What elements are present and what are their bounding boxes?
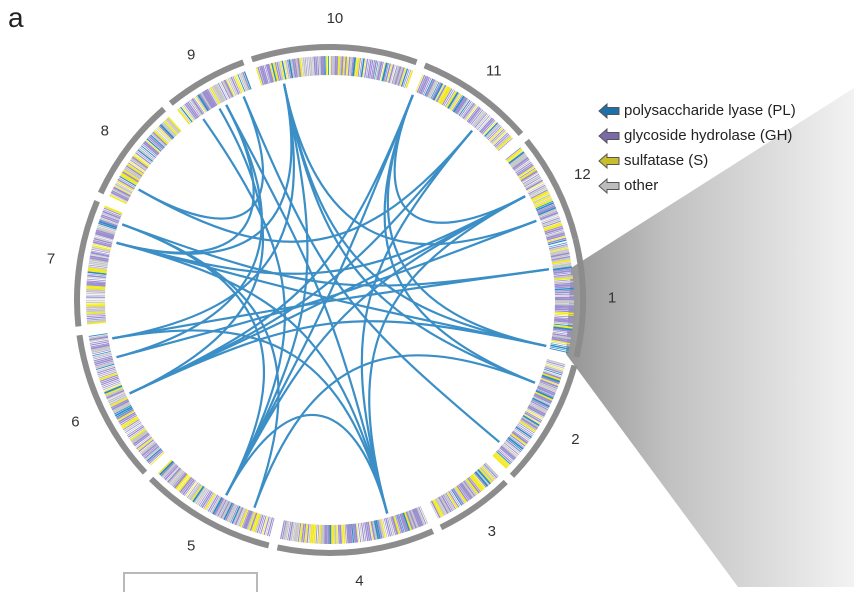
gene-mark — [86, 310, 105, 311]
sector-label: 9 — [187, 47, 195, 64]
gene-mark — [321, 56, 322, 75]
legend-item-sulfatase: sulfatase (S) — [598, 148, 796, 173]
gene-mark — [314, 57, 315, 76]
gene-mark — [344, 525, 345, 544]
link-chord — [117, 243, 388, 514]
gene-mark — [87, 276, 106, 278]
link-chord — [112, 330, 387, 513]
gene-mark — [87, 317, 106, 318]
gene-mark — [555, 313, 574, 314]
arrow-left-icon — [598, 128, 620, 144]
link-chord — [122, 224, 278, 507]
gene-mark — [86, 314, 105, 315]
gene-mark — [320, 525, 321, 544]
legend-label: sulfatase (S) — [624, 152, 708, 169]
sector-label: 4 — [355, 572, 363, 587]
sector-label: 10 — [327, 10, 344, 27]
gene-mark — [342, 525, 343, 544]
sector-label: 7 — [47, 250, 55, 267]
legend-label: other — [624, 177, 658, 194]
sector-label: 6 — [71, 413, 79, 430]
sector-label: 5 — [187, 537, 195, 554]
gene-mark — [318, 56, 319, 75]
link-chord — [139, 131, 472, 242]
gene-mark — [316, 56, 317, 75]
gene-mark — [555, 308, 574, 309]
gene-mark — [86, 290, 105, 291]
gene-mark — [307, 57, 309, 76]
legend: polysaccharide lyase (PL) glycoside hydr… — [598, 98, 796, 198]
legend-item-other: other — [598, 173, 796, 198]
arrow-left-icon — [598, 153, 620, 169]
gene-mark — [340, 56, 341, 75]
gene-mark — [338, 56, 339, 75]
link-chord — [254, 355, 534, 507]
link-chord — [226, 415, 387, 514]
sector-label: 8 — [101, 122, 109, 139]
gene-mark — [555, 309, 574, 310]
gene-mark — [339, 525, 340, 544]
gene-mark — [323, 525, 324, 544]
gene-mark — [345, 524, 346, 543]
gene-mark — [342, 56, 343, 75]
gene-mark — [343, 56, 344, 75]
sector-label: 12 — [574, 166, 591, 183]
arrow-left-icon — [598, 178, 620, 194]
gene-mark — [345, 57, 346, 76]
legend-label: polysaccharide lyase (PL) — [624, 102, 796, 119]
gene-mark — [86, 312, 105, 313]
gene-mark — [555, 290, 574, 291]
gene-mark — [318, 525, 319, 544]
gene-mark — [555, 292, 574, 293]
link-chord — [112, 84, 294, 339]
sector-label: 11 — [486, 62, 502, 79]
gene-mark — [323, 56, 324, 75]
legend-label: glycoside hydrolase (GH) — [624, 127, 792, 144]
gene-mark — [86, 309, 105, 310]
gene-mark — [86, 292, 105, 293]
gene-mark — [319, 56, 320, 75]
gene-mark — [86, 286, 105, 287]
gene-mark — [91, 253, 110, 257]
legend-item-pl: polysaccharide lyase (PL) — [598, 98, 796, 123]
legend-item-gh: glycoside hydrolase (GH) — [598, 123, 796, 148]
arrow-left-icon — [598, 103, 620, 119]
sector-label: 3 — [488, 523, 496, 540]
gene-mark — [555, 289, 574, 290]
gene-mark — [87, 283, 106, 284]
gene-mark — [86, 293, 105, 294]
gene-mark — [321, 525, 322, 544]
gene-mark — [340, 525, 341, 544]
gene-mark — [87, 279, 106, 281]
gene-mark — [550, 345, 569, 349]
gene-mark — [555, 285, 574, 286]
gene-mark — [86, 307, 105, 308]
gene-mark — [314, 525, 315, 544]
gene-mark — [311, 57, 313, 76]
gene-mark — [337, 56, 338, 75]
scale-box — [123, 572, 258, 592]
sector-label: 1 — [608, 290, 616, 307]
gene-mark — [555, 306, 574, 307]
gene-mark — [86, 288, 105, 289]
sector-label: 2 — [571, 431, 579, 448]
link-layer — [112, 84, 548, 514]
gene-mark — [406, 70, 412, 88]
gene-mark — [316, 525, 317, 544]
gene-mark — [337, 525, 338, 544]
